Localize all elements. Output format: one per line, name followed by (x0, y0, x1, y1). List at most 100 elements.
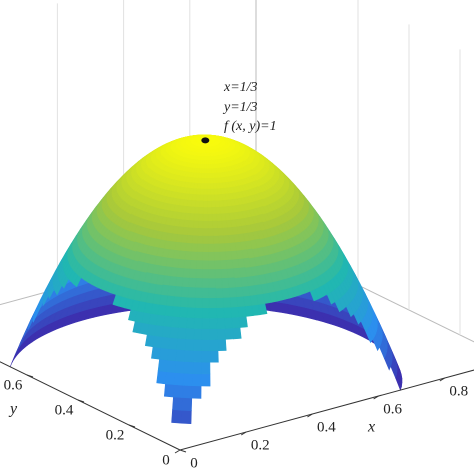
surface-patch (196, 182, 202, 190)
surface-patch (173, 384, 184, 398)
surface-patch (186, 234, 194, 244)
surface-patch (223, 317, 233, 329)
surface-patch (206, 183, 211, 190)
surface-patch (172, 396, 183, 411)
surface-patch (192, 220, 199, 229)
surface-patch (159, 347, 170, 361)
surface-patch (209, 339, 219, 352)
surface-patch (217, 227, 224, 237)
surface-patch (213, 251, 221, 262)
surface-patch (194, 206, 200, 215)
surface-patch (182, 384, 193, 399)
surface-patch (215, 287, 224, 299)
annotation: f (x, y)=1 (224, 119, 277, 134)
surface-patch (197, 172, 202, 179)
surface-patch (161, 325, 172, 338)
peak-point (201, 137, 210, 144)
surface-patch (203, 188, 208, 196)
surface-patch (218, 243, 226, 253)
surface-patch (217, 338, 227, 352)
surface-patch (177, 327, 187, 340)
surface-patch (189, 268, 197, 279)
surface-patch (223, 306, 232, 319)
surface-patch (202, 243, 209, 253)
x-tick-label: 0.2 (251, 437, 270, 453)
surface-patch (193, 317, 203, 329)
surface-patch (202, 228, 209, 237)
surface-patch (207, 207, 213, 215)
surface-patch (202, 213, 209, 222)
surface-patch (210, 194, 216, 202)
surface-patch (203, 168, 208, 174)
surface-patch (238, 316, 248, 328)
surface-patch (191, 385, 202, 399)
surface-patch (187, 296, 196, 308)
surface-patch (206, 188, 212, 196)
surface-patch (174, 286, 183, 298)
surface-patch (197, 220, 204, 229)
surface-patch (201, 350, 211, 363)
surface-patch (171, 409, 183, 424)
surface-patch (209, 350, 219, 363)
surface-patch (216, 328, 226, 340)
surface-patch (193, 328, 203, 340)
surface-patch (201, 328, 210, 340)
surface-patch (203, 177, 208, 184)
surface-patch (182, 372, 193, 387)
surface-patch (211, 213, 218, 222)
surface-patch (163, 383, 175, 398)
surface-patch (199, 163, 203, 170)
x-tick-label: 0.4 (317, 419, 336, 435)
surface-patch (192, 350, 202, 363)
surface-patch (197, 177, 202, 184)
surface-patch (199, 159, 204, 165)
surface-patch (173, 295, 182, 307)
surface-patch (206, 194, 212, 202)
surface-patch (208, 278, 216, 289)
surface-patch (207, 251, 215, 262)
surface-patch (191, 243, 198, 253)
surface-patch (188, 220, 195, 229)
surface-patch (202, 235, 209, 245)
surface-patch (188, 277, 197, 289)
surface-patch (184, 349, 194, 363)
surface-patch (207, 228, 214, 237)
surface-patch (201, 307, 210, 319)
surface-patch (203, 194, 208, 202)
x-axis (179, 369, 474, 451)
surface-patch (206, 177, 211, 184)
surface-patch (208, 297, 217, 309)
surface-patch (207, 243, 215, 253)
surface-patch (209, 328, 218, 340)
surface-patch (212, 235, 220, 245)
surface-patch (171, 305, 181, 318)
surface-patch (208, 287, 217, 299)
surface-patch (219, 251, 227, 261)
surface-patch (209, 183, 215, 190)
surface-patch (207, 200, 212, 208)
y-tick (179, 449, 187, 453)
surface-patch (211, 207, 217, 215)
surface-patch (195, 194, 201, 202)
surface-patch (195, 260, 203, 270)
surface-patch (192, 338, 202, 352)
surface-patch (201, 152, 204, 157)
surface-patch (168, 337, 179, 350)
surface-patch (169, 326, 180, 339)
surface-patch (181, 286, 190, 298)
surface-patch (201, 339, 211, 352)
surface-patch (214, 269, 222, 280)
surface-patch (195, 268, 203, 279)
surface-patch (173, 372, 185, 386)
surface-patch (191, 373, 202, 387)
surface-patch (220, 268, 229, 279)
surface-patch (185, 327, 195, 340)
x-tick-label: 0.8 (449, 383, 468, 399)
x-axis-label: x (367, 419, 375, 436)
surface-patch (165, 371, 176, 385)
surface-patch (213, 243, 220, 253)
x-tick (174, 449, 181, 454)
surface-patch (202, 220, 209, 229)
surface-patch (189, 259, 197, 270)
